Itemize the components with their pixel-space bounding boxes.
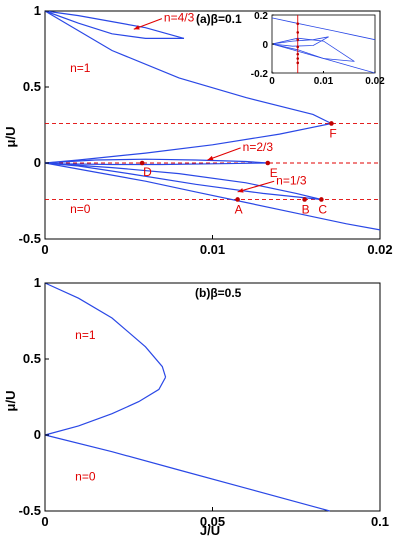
inset-curve [271,17,376,41]
panel-a-ticks: 0 0.01 0.02-0.500.51 [19,3,393,257]
panel-a-curves [44,10,381,231]
inset-point [296,52,300,56]
inset-point [296,22,300,26]
inset-frame [271,14,376,74]
boundary-curve-0 [44,282,167,378]
panel-a-ytick-label: 1 [34,3,41,18]
panel-a-annotations: n=1 n=0 n=4/3 n=2/3 n=1/3 [70,11,307,217]
inset-content [271,15,376,74]
inset-ytick-label: 0.2 [254,11,268,22]
lobe-arrowhead [207,155,214,161]
panel-b-ytick-label: 0.5 [23,351,41,366]
panel-a-ytick-label: 0.5 [23,79,41,94]
boundary-curve-1 [44,122,332,164]
panel-b-ticks: 0 0.05 0.1-0.500.51 [19,275,389,529]
point-marker [139,160,145,166]
inset-ytick-label: 0 [262,40,268,51]
boundary-curve-5 [44,158,268,164]
lobe-arrowhead [133,25,140,30]
inset-point [296,38,300,41]
boundary-curve-3 [44,162,322,201]
panel-b-xtick-label: 0.05 [200,514,225,529]
point-marker [302,197,307,202]
panel-b-xtick-label: 0.1 [371,514,389,529]
panel-a-ytick-label: 0 [34,155,41,170]
inset-ytick-label: -0.2 [251,69,269,80]
panel-a-ylabel: μ/U [3,127,18,148]
boundary-curve-4 [44,162,322,201]
point-marker [329,121,334,126]
panel-b-xtick-label: 0 [41,514,48,529]
region-label: n=0 [70,202,91,216]
inset-point [296,57,300,60]
point-label: D [143,165,152,179]
point-marker [235,197,240,202]
panel-b-ytick-label: -0.5 [19,503,41,518]
lobe-arrowhead [237,188,244,193]
panel-a-title: (a)β=0.1 [196,12,242,26]
boundary-curve-0 [44,10,332,125]
panel-b-ytick-label: 1 [34,275,41,290]
panel-a-xtick-label: 0.01 [200,242,225,257]
point-label: A [235,202,243,216]
inset-point [296,31,300,34]
inset-curve [271,36,329,47]
panel-b-ytick-label: 0 [34,427,41,442]
inset-curve [271,43,355,62]
point-label: C [318,202,327,216]
panel-a: 0 0.01 0.02-0.500.51 n=1n=0n=4/3n=2/3n=1/3… [3,3,393,257]
boundary-curve-8 [44,10,184,39]
inset-xtick-label: 0.01 [314,76,334,87]
panel-a-inset: 0 0.01 0.02-0.200.2 [251,11,385,87]
inset-xtick-label: 0.02 [365,76,385,87]
lobe-arrow [207,147,241,161]
inset-point [296,61,300,65]
panel-b-ylabel: μ/U [3,391,18,412]
boundary-curve-2 [44,434,330,512]
boundary-curve-1 [44,376,167,436]
panel-a-xtick-label: 0 [41,242,48,257]
panel-b-xlabel: J/U [200,523,220,538]
point-marker [319,197,324,202]
point-marker [265,160,271,166]
boundary-curve-7 [44,10,185,39]
panel-a-points: A B C D E F [139,121,337,216]
panel-b-curves [44,282,330,512]
inset-point [296,45,300,49]
point-label: F [329,126,336,140]
lobe-arrow [237,180,275,193]
panel-b-title: (b)β=0.5 [195,286,242,300]
point-label: B [302,202,310,216]
region-label: n=0 [75,470,96,484]
lobe-label: n=4/3 [164,11,195,25]
boundary-curve-2 [44,162,381,231]
region-label: n=1 [75,328,96,342]
lobe-label: n=1/3 [276,173,307,187]
panel-b: 0 0.05 0.1-0.500.51 n=1n=0 (b)β=0.5 μ/U J/… [3,275,389,538]
panel-a-xtick-label: 0.02 [367,242,392,257]
point-label: E [270,166,278,180]
lobe-label: n=2/3 [243,140,274,154]
region-label: n=1 [70,61,91,75]
inset-curve [271,36,329,45]
boundary-curve-6 [44,162,268,166]
inset-ticks: 0 0.01 0.02-0.200.2 [251,11,385,87]
inset-xtick-label: 0 [269,76,275,87]
panel-a-ytick-label: -0.5 [19,231,41,246]
panel-b-annotations: n=1 n=0 [75,328,96,483]
